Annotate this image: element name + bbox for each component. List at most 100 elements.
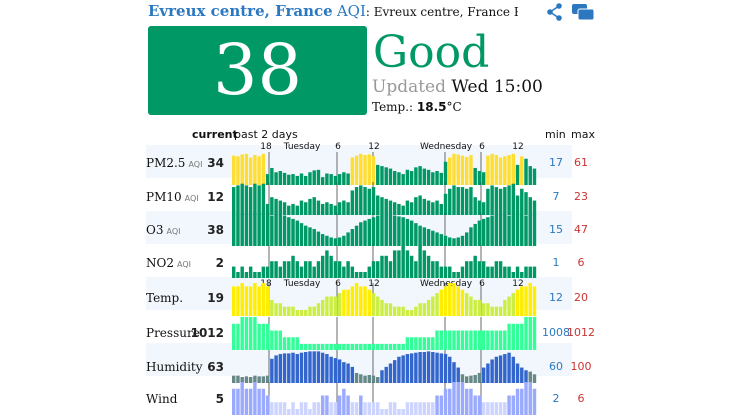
- chart-bar: [498, 402, 503, 415]
- time-label: 18: [260, 142, 272, 152]
- chart-bar: [401, 245, 405, 278]
- chart-bar: [371, 156, 376, 185]
- chart-bar: [304, 344, 308, 350]
- chart-bar: [312, 402, 316, 415]
- chart-bar: [354, 155, 359, 185]
- chart-bar: [490, 330, 494, 350]
- chart-no2[interactable]: [232, 245, 537, 278]
- row-name: Humidity: [146, 360, 203, 374]
- fullscreen-icon[interactable]: [571, 3, 595, 21]
- chart-bar: [337, 344, 342, 350]
- chart-bar: [232, 323, 236, 350]
- row-name: NO2: [146, 256, 174, 270]
- chart-bar: [371, 402, 376, 415]
- chart-bar: [291, 174, 295, 185]
- chart-bar: [380, 197, 384, 215]
- aqi-level: Good: [373, 27, 490, 78]
- chart-bar: [464, 330, 469, 350]
- chart-bar: [248, 266, 253, 278]
- chart-bar: [376, 296, 380, 316]
- chart-bar: [282, 172, 287, 185]
- chart-pm25[interactable]: [232, 152, 537, 185]
- chart-bar: [320, 299, 325, 317]
- pollutant-row-pm25[interactable]: PM2.5 AQI: [146, 156, 202, 172]
- weather-row-humidity[interactable]: Humidity: [146, 360, 206, 376]
- chart-bar: [244, 286, 249, 317]
- chart-bar: [316, 351, 321, 383]
- chart-bar: [253, 213, 257, 246]
- chart-bar: [532, 168, 537, 185]
- chart-bar: [388, 168, 393, 185]
- chart-bar: [439, 203, 444, 215]
- chart-bar: [422, 352, 427, 383]
- chart-bar: [320, 177, 325, 185]
- chart-bar: [295, 175, 299, 185]
- chart-bar: [363, 402, 367, 415]
- chart-bar: [435, 395, 439, 415]
- col-min: min: [545, 128, 566, 141]
- chart-bar: [388, 363, 393, 383]
- chart-bar: [431, 172, 435, 185]
- chart-bar: [240, 154, 244, 185]
- pollutant-row-pm10[interactable]: PM10 AQI: [146, 190, 199, 206]
- aqi-link[interactable]: AQI: [336, 2, 366, 20]
- chart-bar: [532, 388, 537, 415]
- chart-bar: [257, 156, 261, 185]
- chart-bar: [405, 169, 410, 185]
- chart-bar: [265, 375, 270, 383]
- chart-bar: [337, 237, 342, 246]
- chart-bar: [325, 395, 329, 415]
- chart-bar: [431, 202, 435, 215]
- chart-wind[interactable]: [232, 382, 537, 415]
- chart-bar: [511, 356, 516, 383]
- chart-bar: [524, 382, 528, 415]
- chart-bar: [384, 198, 388, 216]
- chart-bar: [380, 409, 384, 415]
- chart-bar: [304, 310, 308, 316]
- chart-bar: [329, 174, 333, 185]
- chart-bar: [486, 363, 490, 383]
- chart-bar: [490, 215, 494, 246]
- chart-bar: [376, 344, 380, 350]
- chart-bar: [312, 170, 316, 185]
- row-current: 1012: [190, 326, 224, 340]
- chart-bar: [380, 370, 384, 383]
- chart-bar: [426, 229, 431, 246]
- chart-bar: [524, 158, 528, 185]
- pollutant-row-o3[interactable]: O3 AQI: [146, 223, 180, 239]
- chart-bar: [248, 214, 253, 246]
- row-min: 1: [552, 256, 560, 269]
- chart-bar: [524, 317, 528, 350]
- chart-bar: [520, 388, 524, 415]
- chart-o3[interactable]: [232, 213, 537, 247]
- chart-bar: [236, 156, 240, 185]
- chart-bar: [401, 344, 405, 350]
- city-link[interactable]: Evreux centre, France: [148, 2, 333, 20]
- weather-row-wind[interactable]: Wind: [146, 392, 180, 408]
- chart-bar: [397, 216, 401, 247]
- share-icon[interactable]: [545, 2, 565, 22]
- row-current: 5: [215, 392, 224, 406]
- chart-bar: [507, 155, 511, 185]
- chart-temp[interactable]: [232, 283, 537, 317]
- chart-humidity[interactable]: [232, 350, 537, 384]
- chart-bar: [232, 155, 236, 185]
- chart-pm10[interactable]: [232, 182, 537, 216]
- chart-bar: [342, 200, 346, 215]
- chart-bar: [520, 286, 524, 317]
- pollutant-row-no2[interactable]: NO2 AQI: [146, 256, 191, 272]
- chart-bar: [452, 272, 456, 278]
- chart-bar: [422, 227, 427, 246]
- weather-row-temp[interactable]: Temp.: [146, 291, 186, 307]
- weather-row-pressure[interactable]: Pressure: [146, 326, 203, 342]
- chart-bar: [367, 402, 371, 415]
- chart-bar: [333, 296, 338, 316]
- chart-bar: [265, 214, 270, 246]
- chart-bar: [456, 367, 460, 383]
- chart-pressure[interactable]: [232, 317, 537, 350]
- time-label: 12: [368, 279, 380, 289]
- chart-bar: [342, 235, 346, 246]
- chart-bar: [397, 409, 401, 415]
- row-name: O3: [146, 223, 164, 237]
- chart-bar: [274, 172, 278, 185]
